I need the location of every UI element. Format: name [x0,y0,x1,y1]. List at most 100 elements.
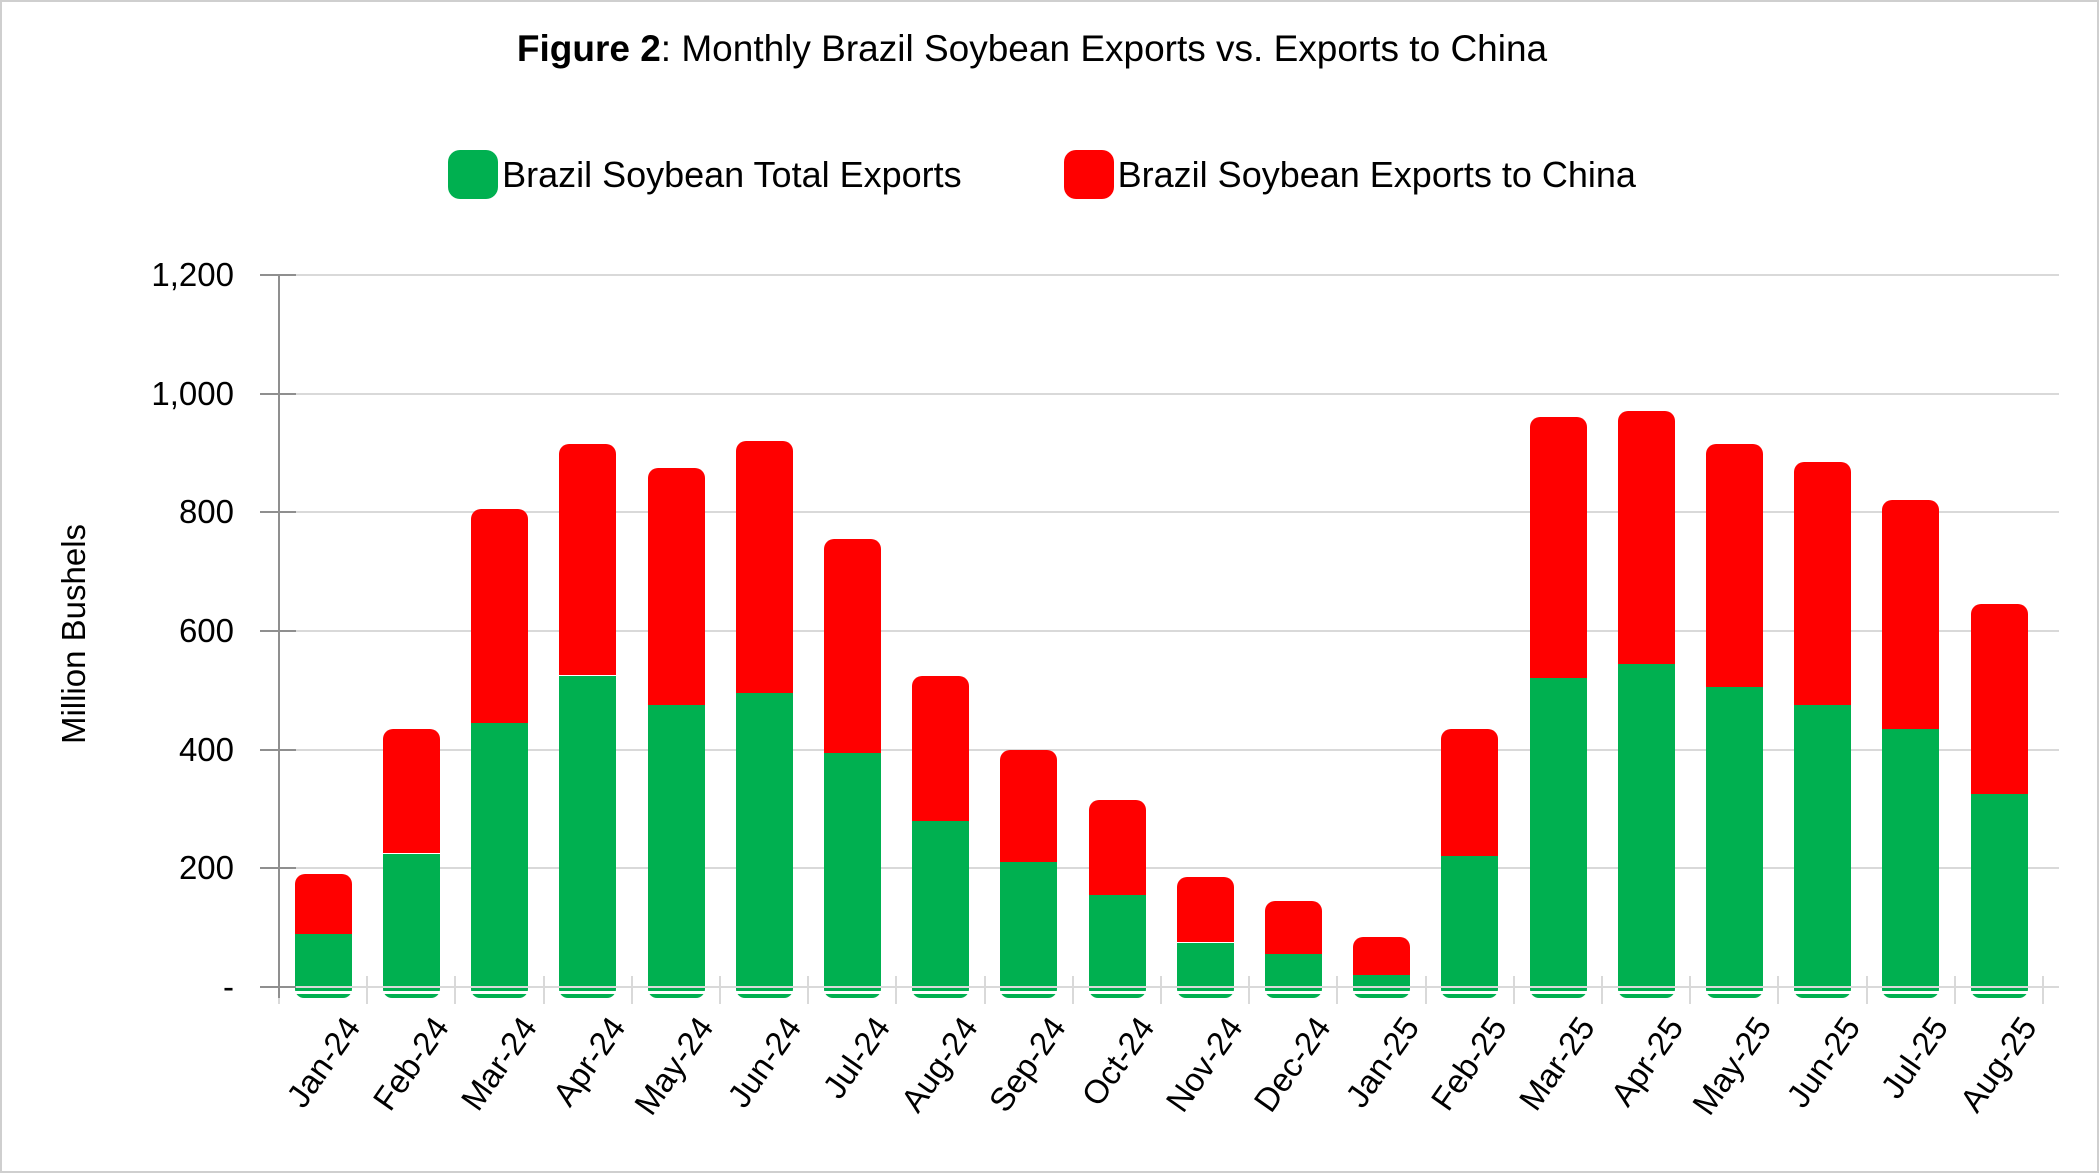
x-axis-tick [1953,976,1956,1004]
legend-swatch-icon [448,150,499,199]
bar-segment-china-May-24 [647,467,705,706]
bar-base-highlight [1529,991,1587,994]
bar-segment-total-Dec-24 [1264,954,1322,998]
x-axis-tick [1071,976,1074,1004]
bar-segment-total-Mar-24 [471,722,529,998]
bar-segment-china-Feb-24 [382,728,440,854]
legend-item-exports-to-china: Brazil Soybean Exports to China [1063,150,1636,199]
x-tick-label-Jul-25: Jul-25 [1873,1010,1956,1105]
bar-segment-china-Dec-24 [1264,900,1322,955]
gridline-400 [279,748,2059,751]
gridline-800 [279,511,2059,514]
bar-base-highlight [294,991,352,994]
x-axis-tick [2042,976,2044,1004]
x-tick-label-Aug-25: Aug-25 [1951,1010,2044,1119]
bar-base-highlight [1088,991,1146,994]
x-axis-tick [454,976,457,1004]
bar-segment-total-May-25 [1705,687,1763,998]
legend-swatch-icon [1063,150,1114,199]
bar-segment-china-Sep-24 [1000,749,1058,863]
x-axis-tick [1336,976,1339,1004]
bar-base-highlight [1353,991,1411,994]
legend-item-total-exports: Brazil Soybean Total Exports [448,150,962,199]
bar-base-highlight [1441,991,1499,994]
bar-segment-total-Jan-24 [294,933,352,998]
bar-segment-total-Jun-24 [735,693,793,998]
bar-segment-total-Jun-25 [1794,705,1852,998]
x-tick-label-Dec-24: Dec-24 [1246,1010,1338,1119]
x-axis-tick [807,976,810,1004]
bar-base-highlight [1176,991,1234,994]
bar-segment-total-May-24 [647,705,705,998]
x-tick-label-Feb-24: Feb-24 [365,1010,456,1117]
x-tick-label-Apr-25: Apr-25 [1603,1010,1691,1113]
x-tick-label-Jul-24: Jul-24 [814,1010,897,1105]
x-tick-label-Oct-24: Oct-24 [1074,1010,1162,1113]
bar-base-highlight [1970,991,2028,994]
x-axis-tick [895,976,898,1004]
chart-title: Figure 2: Monthly Brazil Soybean Exports… [2,26,2062,72]
bar-base-highlight [1882,991,1940,994]
x-tick-label-Nov-24: Nov-24 [1158,1010,1250,1119]
bar-base-highlight [559,991,617,994]
x-tick-label-Apr-24: Apr-24 [544,1010,633,1113]
bar-base-highlight [1617,991,1675,994]
bar-segment-china-Mar-25 [1529,417,1587,679]
bar-base-highlight [823,991,881,994]
x-axis-tick [630,976,633,1004]
x-tick-label-Jun-25: Jun-25 [1778,1010,1867,1114]
bar-segment-china-Jun-25 [1794,461,1852,706]
bar-segment-china-Aug-25 [1970,604,2028,795]
gridline-1200 [279,274,2059,276]
x-axis-tick [1248,976,1251,1004]
bar-base-highlight [647,991,705,994]
y-tick-label-1200: 1,200 [151,256,234,293]
x-axis-tick [1160,976,1162,1004]
bar-segment-total-Sep-24 [1000,862,1058,998]
bar-base-highlight [1794,991,1852,994]
x-axis-tick [1777,976,1780,1004]
x-axis-tick [1689,976,1692,1004]
x-tick-label-Jan-24: Jan-24 [279,1010,368,1114]
bar-segment-total-Mar-25 [1529,678,1587,998]
chart-title-figure-number: Figure 2 [516,28,661,69]
y-tick-label-600: 600 [178,612,234,649]
y-tick-label-1000: 1,000 [151,374,234,412]
bar-segment-china-Jun-24 [735,441,793,694]
bar-segment-china-Jul-24 [823,539,881,753]
x-tick-label-May-24: May-24 [626,1010,721,1122]
bar-segment-total-Apr-24 [559,675,617,998]
legend-label: Brazil Soybean Exports to China [1117,153,1636,195]
bar-segment-china-Jan-24 [294,874,352,934]
bar-segment-china-Nov-24 [1176,877,1234,943]
bar-base-highlight [471,991,529,994]
bar-segment-total-Oct-24 [1088,895,1146,998]
x-tick-label-Feb-25: Feb-25 [1423,1010,1515,1117]
bar-segment-total-Jul-25 [1882,728,1940,998]
legend: Brazil Soybean Total Exports Brazil Soybe… [2,150,2082,199]
gridline-200 [279,867,2059,870]
y-tick-label-0: - [223,968,234,1005]
bar-segment-total-Feb-25 [1441,856,1499,998]
y-tick-label-400: 400 [178,730,234,768]
y-axis-line [278,274,280,998]
chart-title-text: : Monthly Brazil Soybean Exports vs. Exp… [660,28,1548,69]
bar-segment-china-Mar-24 [471,509,529,723]
bar-segment-total-Feb-24 [382,853,440,998]
y-tick-label-200: 200 [178,849,234,887]
bar-segment-china-Apr-24 [559,444,617,676]
x-axis-tick [983,976,986,1004]
bar-segment-china-Aug-24 [912,675,970,821]
gridline-1000 [279,392,2059,395]
x-axis-tick [366,976,369,1004]
gridline-600 [279,630,2059,632]
bar-base-highlight [382,991,440,994]
bar-base-highlight [735,991,793,994]
bar-segment-china-May-25 [1705,444,1763,688]
bar-segment-china-Jul-25 [1882,500,1940,729]
bar-segment-total-Jul-24 [823,752,881,998]
x-axis-line [279,986,2059,988]
x-axis-tick [542,976,545,1004]
bar-segment-china-Feb-25 [1441,728,1499,857]
